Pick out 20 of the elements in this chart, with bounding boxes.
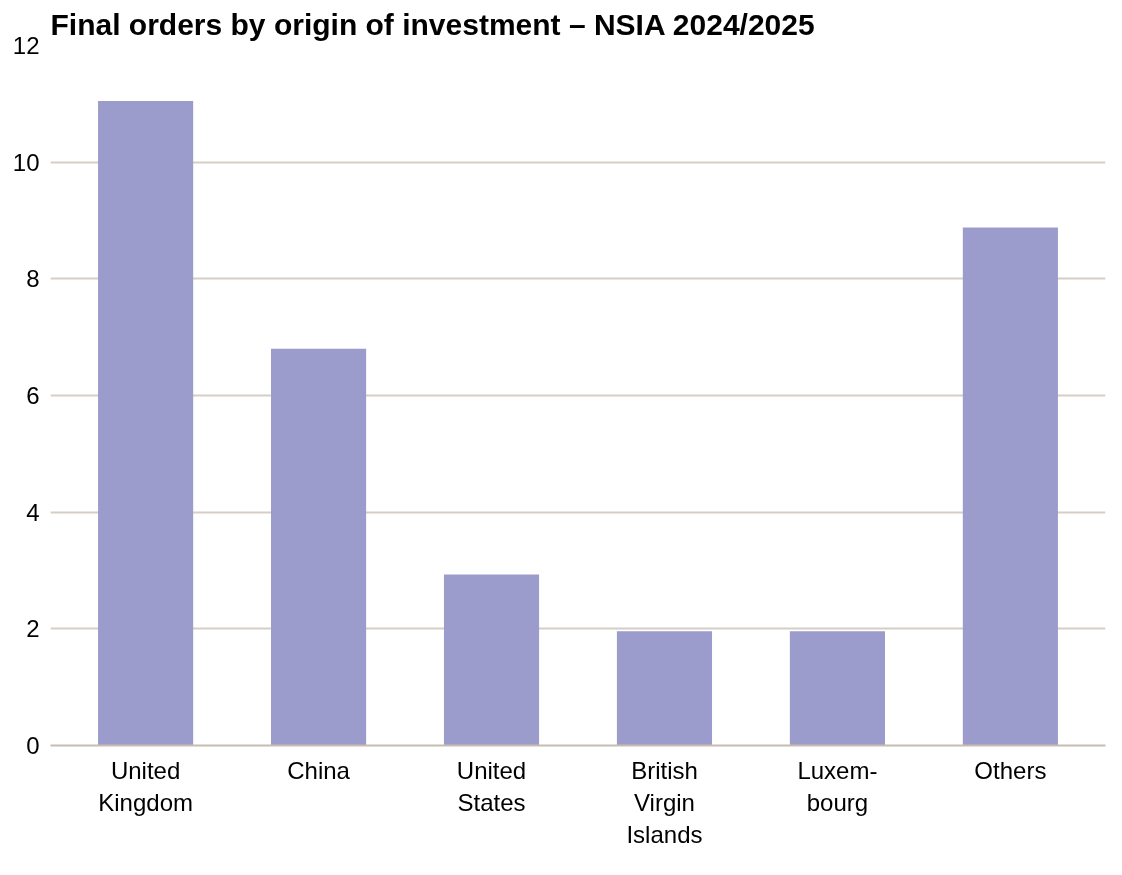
y-tick-label: 2 <box>26 615 40 643</box>
y-tick-label: 0 <box>26 732 40 759</box>
y-tick-label: 8 <box>26 265 40 293</box>
chart-title: Final orders by origin of investment – NSIA 2024/2025 <box>50 7 815 41</box>
y-tick-label: 4 <box>26 498 40 526</box>
y-tick-label: 12 <box>12 32 40 59</box>
bar <box>962 227 1058 746</box>
x-tick-label: United States <box>456 756 527 816</box>
bar <box>443 574 540 746</box>
bar <box>616 631 713 746</box>
x-tick-label: Others <box>974 756 1047 784</box>
x-tick-label: China <box>287 756 351 784</box>
x-tick-label: Luxem- bourg <box>797 756 878 816</box>
x-tick-label: British Virgin Islands <box>626 756 703 849</box>
bar <box>98 100 194 746</box>
y-tick-label: 10 <box>12 148 40 176</box>
x-tick-label: United Kingdom <box>98 756 193 816</box>
y-tick-label: 6 <box>26 382 40 409</box>
bar <box>789 631 885 746</box>
bar <box>271 348 367 746</box>
